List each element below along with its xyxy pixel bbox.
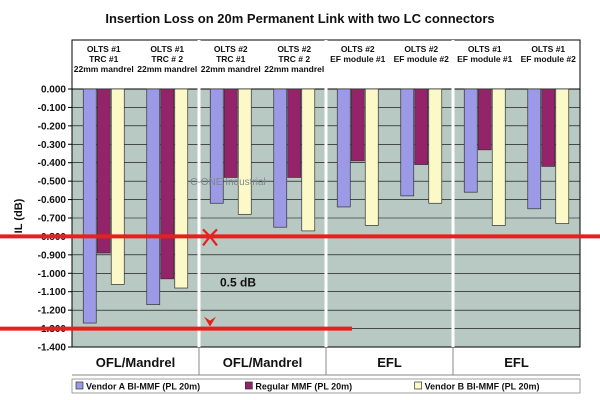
y-tick-label: -0.400 <box>38 158 67 169</box>
subgroup-header-line: OLTS #1 <box>87 44 121 54</box>
bar <box>336 88 351 208</box>
y-tick-label: -0.600 <box>38 195 67 206</box>
group-label: OFL/Mandrel <box>223 355 302 370</box>
bar <box>110 88 125 285</box>
legend: Vendor A BI-MMF (PL 20m) Regular MMF (PL … <box>71 378 581 394</box>
subgroup-header-line: OLTS #1 <box>468 44 502 54</box>
subgroup-header-line: OLTS #2 <box>404 44 438 54</box>
bar <box>541 88 556 167</box>
subgroup-header-line: OLTS #2 <box>214 44 248 54</box>
bar <box>146 88 161 305</box>
legend-swatch <box>75 381 84 390</box>
subgroup-header-line: TRC # 2 <box>278 54 310 64</box>
y-axis-label: IL (dB) <box>13 198 25 233</box>
y-tick-label: -1.100 <box>38 287 67 298</box>
bar <box>428 88 443 204</box>
bar <box>287 88 302 178</box>
subgroup-header-line: OLTS #2 <box>277 44 311 54</box>
bar <box>96 88 111 254</box>
subgroup-header-line: 22mm mandrel <box>137 64 197 74</box>
subgroup-header-line: OLTS #2 <box>341 44 375 54</box>
watermark: C-ONE Industrial <box>190 177 266 188</box>
arrow-bottom-icon <box>204 316 216 327</box>
bar <box>491 88 506 226</box>
subgroup-header-line: TRC # 2 <box>151 54 183 64</box>
bar <box>400 88 415 197</box>
y-tick-label: -1.400 <box>38 343 67 354</box>
chart-title: Insertion Loss on 20m Permanent Link wit… <box>105 11 494 26</box>
legend-swatch <box>244 381 253 390</box>
bar <box>364 88 379 226</box>
legend-entry: Vendor A BI-MMF (PL 20m) <box>86 382 200 392</box>
bar <box>237 88 252 215</box>
overlay: C-ONE Industrial 0.5 dB <box>0 177 600 331</box>
y-tick-label: 0.000 <box>41 85 66 96</box>
arrow-top-icon <box>202 228 218 247</box>
subgroup-header-line: TRC #1 <box>89 54 119 64</box>
bar <box>414 88 429 165</box>
subgroup-header-line: EF module #2 <box>394 54 450 64</box>
legend-entry: Vendor B BI-MMF (PL 20m) <box>425 382 540 392</box>
group-label: OFL/Mandrel <box>96 355 175 370</box>
subgroup-header-line: 22mm mandrel <box>74 64 134 74</box>
bar <box>350 88 365 162</box>
legend-swatch <box>414 381 423 390</box>
bar <box>82 88 97 324</box>
y-tick-label: -1.000 <box>38 269 67 280</box>
y-tick-label: -0.100 <box>38 103 67 114</box>
y-tick-label: -0.900 <box>38 250 67 261</box>
bar <box>160 88 175 280</box>
subgroup-header-line: EF module #1 <box>457 54 513 64</box>
bars <box>82 88 570 324</box>
subgroup-header-line: 22mm mandrel <box>264 64 324 74</box>
y-tick-label: -0.700 <box>38 214 67 225</box>
y-tick-label: -0.300 <box>38 140 67 151</box>
annotation-label: 0.5 dB <box>220 276 256 290</box>
group-label: EFL <box>377 355 402 370</box>
bar <box>223 88 238 178</box>
bar <box>463 88 478 193</box>
bar <box>555 88 570 224</box>
bar <box>273 88 288 228</box>
subgroup-header-line: EF module #2 <box>521 54 577 64</box>
bar <box>477 88 492 151</box>
bar <box>527 88 542 210</box>
subgroup-header-line: OLTS #1 <box>531 44 565 54</box>
group-label: EFL <box>504 355 529 370</box>
y-tick-label: -0.500 <box>38 177 67 188</box>
legend-box <box>71 378 581 394</box>
subgroup-header-line: OLTS #1 <box>150 44 184 54</box>
subgroup-header-line: 22mm mandrel <box>201 64 261 74</box>
bar <box>301 88 316 232</box>
legend-entry: Regular MMF (PL 20m) <box>255 382 352 392</box>
bar <box>209 88 224 204</box>
y-tick-label: -1.200 <box>38 306 67 317</box>
subgroup-header-line: EF module #1 <box>330 54 386 64</box>
subgroup-header-line: TRC #1 <box>216 54 246 64</box>
bar <box>174 88 189 289</box>
y-tick-label: -0.200 <box>38 121 67 132</box>
